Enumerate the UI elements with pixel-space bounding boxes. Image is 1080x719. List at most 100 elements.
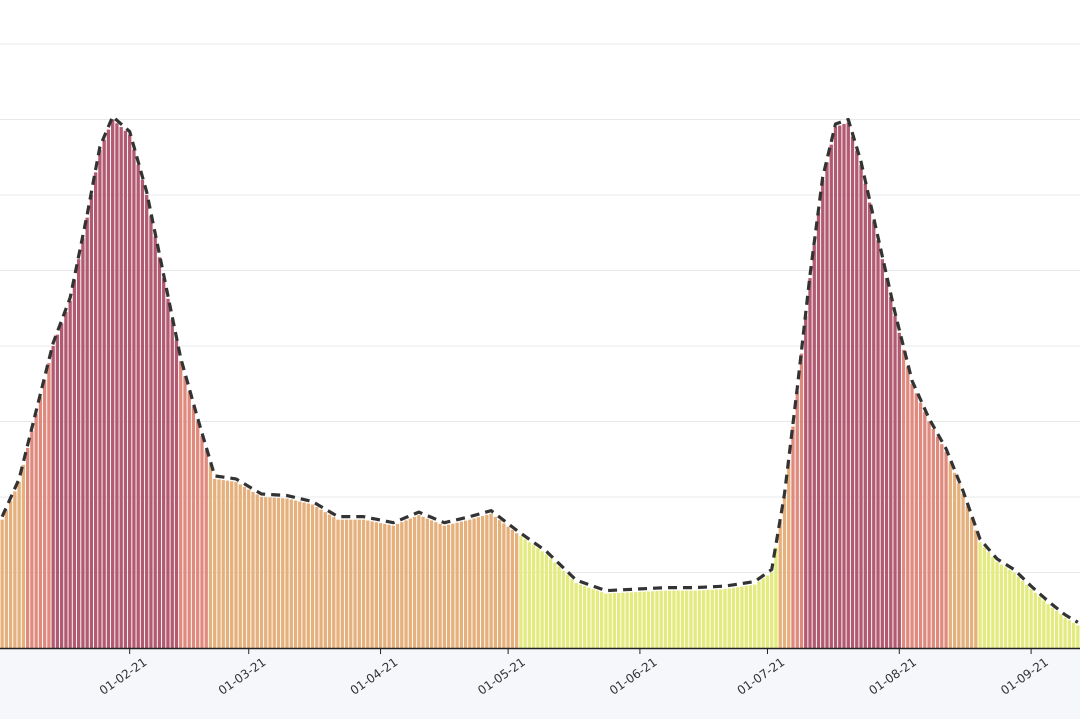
bar (391, 525, 395, 648)
bar (272, 497, 276, 648)
bar (425, 518, 429, 648)
bar (791, 426, 795, 648)
bar (213, 478, 217, 648)
bar (710, 589, 714, 648)
bar (753, 584, 757, 648)
bar (442, 525, 446, 648)
bar (697, 590, 702, 648)
bar (132, 149, 136, 648)
bar (281, 498, 285, 648)
bar (770, 572, 774, 648)
bar (748, 585, 753, 648)
bar (115, 123, 119, 648)
bar (638, 591, 642, 648)
bar (812, 245, 816, 648)
bar (714, 589, 719, 648)
bar (485, 514, 489, 648)
bar (21, 464, 26, 648)
bar (536, 548, 540, 648)
bar (595, 590, 600, 648)
bar (140, 179, 145, 648)
bar (191, 406, 196, 648)
bar (863, 183, 867, 649)
bar (472, 518, 476, 648)
bar (918, 402, 923, 649)
bar (774, 547, 778, 648)
bar (251, 491, 255, 648)
bar (540, 551, 544, 648)
bar (999, 564, 1003, 648)
bar (548, 558, 553, 648)
bar (974, 530, 978, 648)
bar (451, 523, 455, 648)
bar (221, 480, 225, 648)
bar (804, 315, 808, 648)
bar (663, 590, 668, 648)
bar (51, 346, 55, 648)
bar (111, 119, 115, 648)
bar (893, 315, 897, 648)
bar-series (0, 119, 1080, 649)
bar (565, 574, 570, 648)
bar (1071, 622, 1076, 648)
bar (906, 366, 910, 648)
bar (408, 518, 412, 648)
bar (1020, 580, 1025, 648)
bar (8, 500, 13, 648)
bar (455, 522, 459, 648)
bar (787, 461, 791, 648)
bar (64, 312, 68, 648)
bar (957, 483, 961, 648)
bar (553, 562, 557, 648)
bar (319, 509, 323, 648)
bar (740, 586, 744, 648)
bar (527, 542, 532, 648)
bar (948, 462, 952, 648)
bar (965, 506, 969, 648)
bar (625, 592, 629, 648)
bar (370, 521, 374, 648)
bar (659, 590, 663, 648)
bar (497, 520, 502, 648)
bar (395, 523, 400, 648)
bar (208, 464, 213, 648)
bar (693, 590, 697, 648)
bar (1033, 592, 1038, 648)
bar (30, 430, 34, 648)
bar (719, 589, 723, 648)
bar (327, 514, 332, 648)
bar (961, 493, 965, 648)
bar (1076, 625, 1080, 648)
bar (833, 127, 838, 649)
bar (404, 520, 408, 648)
bar (778, 522, 782, 648)
bar (604, 593, 608, 648)
bar (106, 129, 111, 648)
bar (306, 503, 310, 648)
bar (582, 586, 587, 648)
bar (736, 587, 740, 648)
bar (829, 144, 833, 649)
bar (642, 591, 646, 648)
bar (846, 122, 850, 648)
bar (247, 489, 251, 648)
bar (842, 124, 846, 648)
bar (612, 593, 617, 648)
bar (1067, 620, 1072, 648)
bar (646, 591, 651, 648)
bar (174, 340, 179, 648)
bar (651, 591, 655, 648)
bar (940, 444, 944, 648)
bar (170, 319, 174, 648)
bar (196, 421, 200, 648)
trend-line (0, 114, 1079, 624)
bar (867, 202, 872, 649)
bar (149, 215, 153, 648)
bar (242, 486, 247, 648)
bar (123, 130, 128, 648)
bar (765, 575, 770, 648)
bar (1012, 572, 1016, 648)
bar (969, 518, 974, 648)
bar (463, 520, 468, 648)
